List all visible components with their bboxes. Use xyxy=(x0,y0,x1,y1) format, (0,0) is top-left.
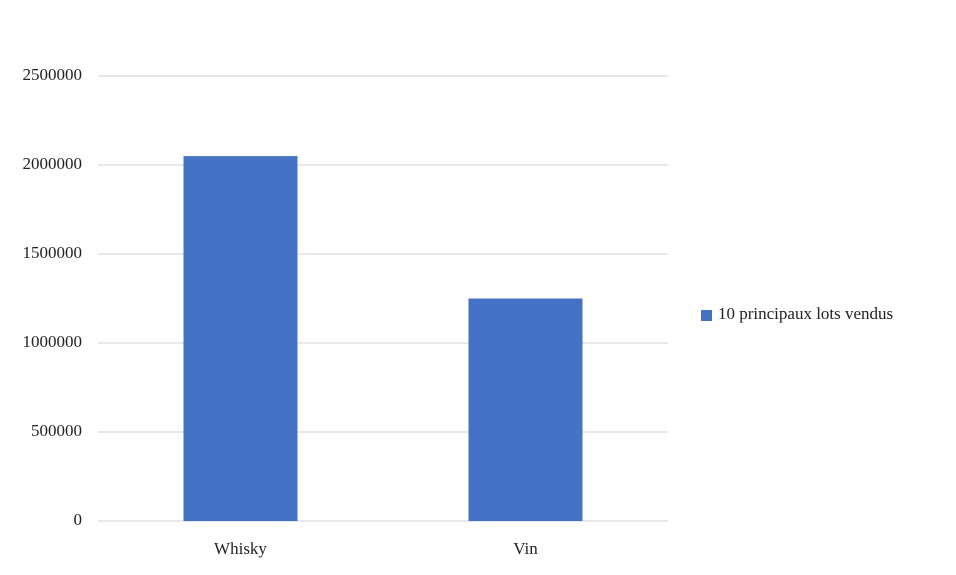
y-tick-label: 1000000 xyxy=(23,332,83,351)
bar xyxy=(468,298,583,521)
y-tick-label: 2000000 xyxy=(23,154,83,173)
legend-label: 10 principaux lots vendus xyxy=(718,304,893,323)
y-tick-label: 500000 xyxy=(31,421,82,440)
y-tick-label: 0 xyxy=(74,510,83,529)
x-tick-label: Whisky xyxy=(214,539,267,558)
legend-swatch xyxy=(701,310,712,321)
bar xyxy=(183,156,298,521)
y-tick-label: 2500000 xyxy=(23,65,83,84)
x-tick-label: Vin xyxy=(513,539,538,558)
y-tick-label: 1500000 xyxy=(23,243,83,262)
